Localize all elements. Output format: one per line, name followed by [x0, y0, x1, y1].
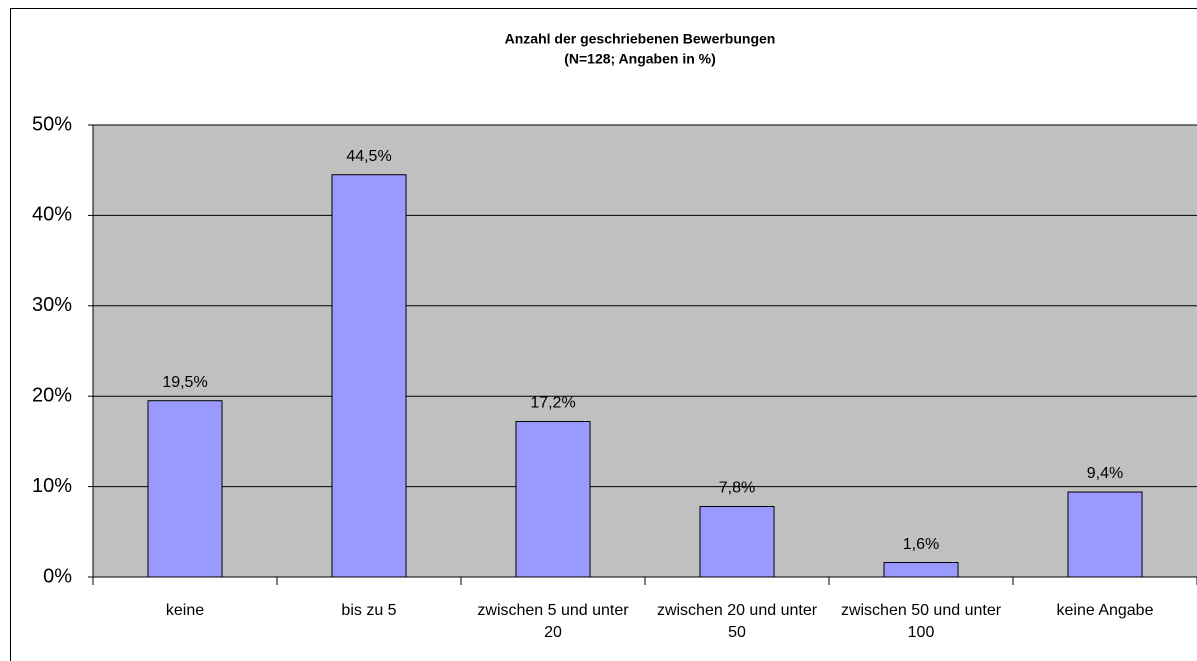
- bar: [147, 400, 223, 578]
- x-tick-label: bis zu 5: [341, 602, 397, 619]
- x-tick-label: keine Angabe: [1056, 602, 1154, 619]
- plot-area: [93, 125, 1197, 577]
- bar: [331, 174, 407, 578]
- value-label: 19,5%: [162, 374, 207, 391]
- bar: [699, 505, 775, 578]
- value-label: 9,4%: [1087, 465, 1123, 482]
- frame: [10, 8, 1197, 661]
- x-tick-label: zwischen 50 und unter 100: [840, 602, 1002, 641]
- bar: [883, 562, 959, 578]
- chart-title: Anzahl der geschriebenen Bewerbungen: [505, 31, 776, 47]
- y-tick-label: 30%: [32, 294, 72, 316]
- y-tick-label: 10%: [32, 475, 72, 497]
- value-label: 1,6%: [903, 536, 939, 553]
- chart-subtitle: (N=128; Angaben in %): [564, 51, 716, 67]
- value-label: 17,2%: [530, 395, 575, 412]
- y-tick-label: 40%: [32, 204, 72, 226]
- x-tick-label: keine: [165, 602, 205, 619]
- value-label: 7,8%: [719, 480, 755, 497]
- x-tick-label: zwischen 20 und unter 50: [656, 602, 818, 641]
- bar: [1067, 491, 1143, 578]
- y-tick-label: 20%: [32, 384, 72, 406]
- y-tick-label: 0%: [43, 565, 72, 587]
- bar: [515, 421, 591, 578]
- y-tick-label: 50%: [32, 113, 72, 135]
- x-tick-label: zwischen 5 und unter 20: [477, 602, 629, 641]
- value-label: 44,5%: [346, 148, 391, 165]
